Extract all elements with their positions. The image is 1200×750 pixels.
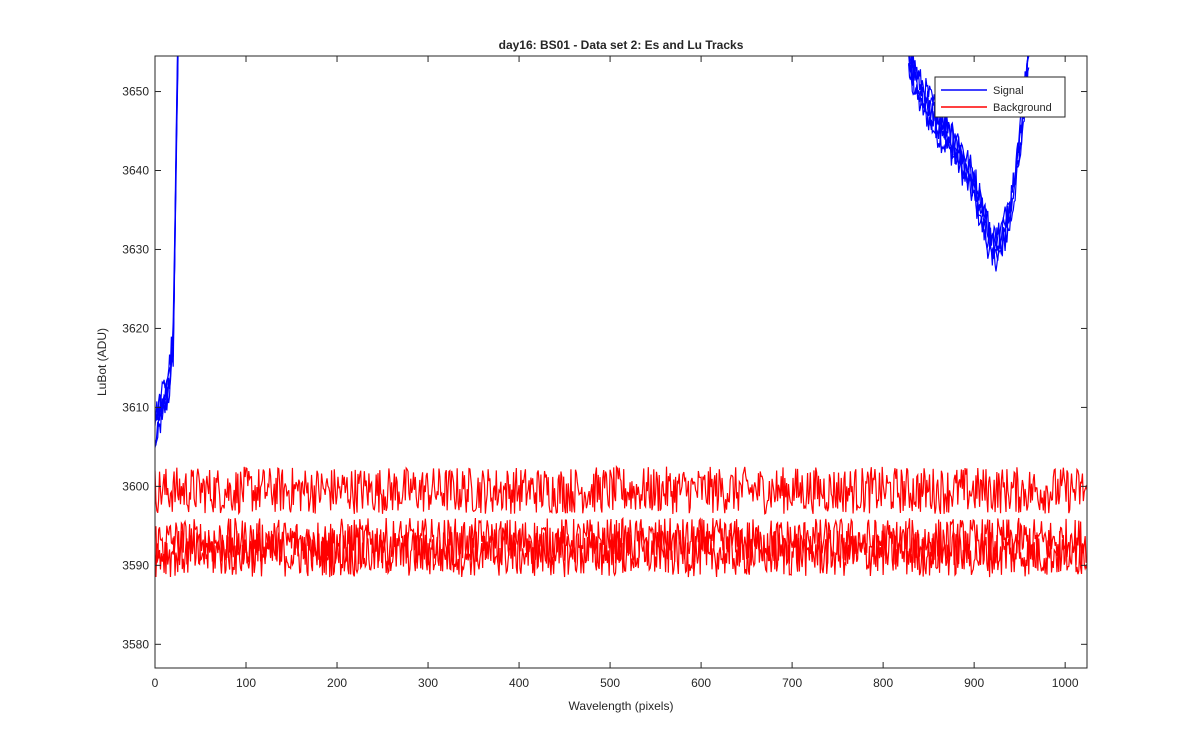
- signal-series-line: [908, 56, 1029, 247]
- y-tick-label: 3650: [122, 85, 149, 99]
- ticks-layer: 0 100 200 300 400 500 600 700 800 900 1000 3580 3590…: [122, 56, 1087, 690]
- y-axis-label: LuBot (ADU): [95, 328, 109, 396]
- background-series-line: [155, 516, 1087, 567]
- x-tick-label: 300: [418, 676, 438, 690]
- y-tick-label: 3610: [122, 400, 149, 414]
- x-tick-label: 800: [873, 676, 893, 690]
- y-tick-label: 3630: [122, 242, 149, 256]
- legend-label: Background: [993, 102, 1052, 114]
- plot-area: [155, 56, 1087, 578]
- y-tick-label: 3640: [122, 164, 149, 178]
- background-series-line: [155, 465, 1087, 516]
- legend-box: [934, 76, 1066, 118]
- axes-box: [154, 55, 1088, 669]
- chart-title: day16: BS01 - Data set 2: Es and Lu Trac…: [499, 38, 744, 52]
- x-tick-label: 100: [236, 676, 256, 690]
- background-series-line: [155, 529, 1087, 578]
- signal-series-line: [908, 63, 1030, 272]
- x-tick-label: 700: [782, 676, 802, 690]
- y-tick-label: 3600: [122, 479, 149, 493]
- y-tick-label: 3590: [122, 558, 149, 572]
- x-tick-label: 400: [509, 676, 529, 690]
- x-tick-label: 500: [600, 676, 620, 690]
- x-tick-label: 1000: [1052, 676, 1079, 690]
- signal-series-line: [910, 56, 1029, 247]
- legend: Signal Background: [934, 76, 1066, 118]
- y-tick-label: 3580: [122, 637, 149, 651]
- legend-label: Signal: [993, 85, 1024, 97]
- signal-series-line: [155, 56, 179, 426]
- x-tick-label: 900: [964, 676, 984, 690]
- y-tick-label: 3620: [122, 321, 149, 335]
- x-axis-label: Wavelength (pixels): [569, 699, 674, 713]
- signal-series-line: [908, 56, 1029, 258]
- x-tick-label: 0: [152, 676, 159, 690]
- series-layer: [155, 56, 1087, 578]
- x-tick-label: 600: [691, 676, 711, 690]
- x-tick-label: 200: [327, 676, 347, 690]
